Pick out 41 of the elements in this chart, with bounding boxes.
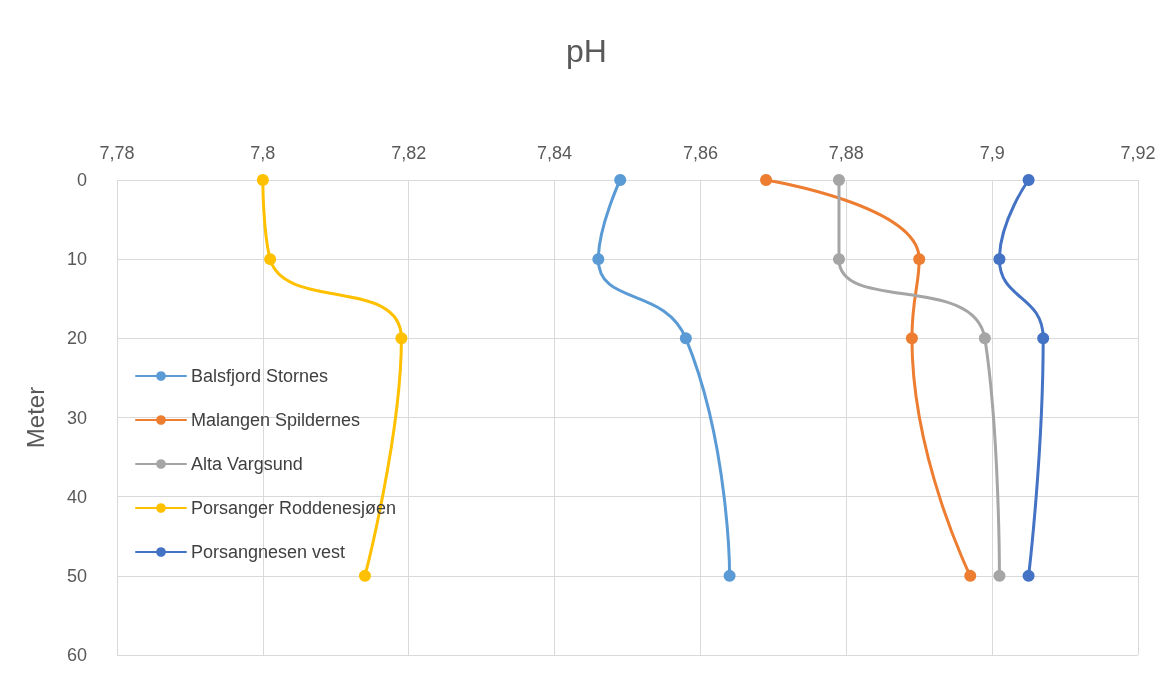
point xyxy=(1037,332,1050,345)
point xyxy=(993,253,1006,266)
y-tick-label: 0 xyxy=(76,170,87,190)
legend-label: Alta Vargsund xyxy=(191,454,303,474)
point xyxy=(256,174,269,186)
x-tick-label: 7,92 xyxy=(1120,143,1156,163)
point xyxy=(833,253,845,266)
legend-label: Malangen Spildernes xyxy=(191,410,361,430)
chart-title: pH xyxy=(566,33,607,69)
y-tick-label: 40 xyxy=(66,486,87,507)
x-tick-label: 7,8 xyxy=(250,143,276,163)
y-tick-label: 10 xyxy=(66,249,87,270)
y-axis-title: Meter xyxy=(21,386,49,449)
point xyxy=(978,332,991,345)
x-tick-label: 7,88 xyxy=(828,143,864,163)
y-tick-label: 20 xyxy=(66,328,87,349)
point xyxy=(679,332,692,345)
point xyxy=(964,569,977,582)
point xyxy=(913,253,926,266)
x-tick-label: 7,86 xyxy=(682,143,718,163)
point xyxy=(1022,174,1035,186)
y-tick-label: 60 xyxy=(66,645,87,665)
point xyxy=(395,332,408,345)
y-tick-label: 30 xyxy=(66,407,87,428)
point xyxy=(833,174,845,186)
point xyxy=(1022,569,1035,582)
x-tick-label: 7,78 xyxy=(99,143,135,163)
point xyxy=(905,332,918,345)
point xyxy=(358,569,371,582)
y-tick-label: 50 xyxy=(66,565,87,586)
x-tick-label: 7,82 xyxy=(391,143,427,163)
point xyxy=(264,253,277,266)
point xyxy=(993,569,1006,582)
x-tick-label: 7,9 xyxy=(979,143,1005,163)
point xyxy=(723,569,736,582)
point xyxy=(592,253,605,266)
legend-label: Balsfjord Stornes xyxy=(191,366,329,386)
legend-label: Porsangnesen vest xyxy=(191,542,346,562)
x-tick-label: 7,84 xyxy=(537,143,573,163)
point xyxy=(614,174,627,186)
point xyxy=(760,174,773,186)
